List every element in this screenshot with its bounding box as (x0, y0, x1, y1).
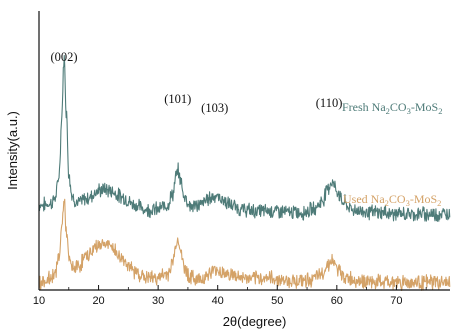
label-text: Fresh Na (342, 100, 386, 114)
x-tick-label: 60 (331, 295, 343, 307)
series-label-fresh: Fresh Na2CO3-MoS2 (342, 100, 442, 116)
peak-label: (103) (201, 101, 228, 115)
label-subscript: 2 (385, 198, 389, 208)
label-subscript: 2 (438, 106, 442, 116)
series-label-used: Used Na2CO3-MoS2 (343, 192, 441, 208)
label-subscript: 3 (406, 198, 410, 208)
label-text: CO (389, 192, 406, 206)
x-tick-label: 50 (271, 295, 283, 307)
label-text: Used Na (343, 192, 385, 206)
axes (38, 11, 450, 291)
x-tick-label: 20 (92, 295, 104, 307)
label-text: -MoS (411, 100, 438, 114)
label-text: CO (390, 100, 407, 114)
x-tick-label: 30 (152, 295, 164, 307)
peak-label: (002) (50, 50, 77, 64)
label-subscript: 2 (437, 198, 441, 208)
peak-label: (101) (164, 92, 191, 106)
label-text: -MoS (410, 192, 437, 206)
series-line-used (38, 198, 451, 292)
peak-labels: (002) (101) (103) (110) (50, 50, 342, 115)
x-tick-label: 70 (390, 295, 402, 307)
x-tick-label: 10 (33, 295, 45, 307)
peak-label: (110) (316, 96, 343, 110)
series-line-fresh (38, 54, 451, 222)
label-subscript: 3 (407, 106, 411, 116)
y-axis-title: Intensity(a.u.) (5, 111, 20, 190)
plot-lines (38, 54, 451, 292)
label-subscript: 2 (386, 106, 390, 116)
x-ticks: 10 20 30 40 50 60 70 (33, 285, 427, 307)
x-axis-title: 2θ(degree) (223, 314, 287, 329)
x-tick-label: 40 (212, 295, 224, 307)
